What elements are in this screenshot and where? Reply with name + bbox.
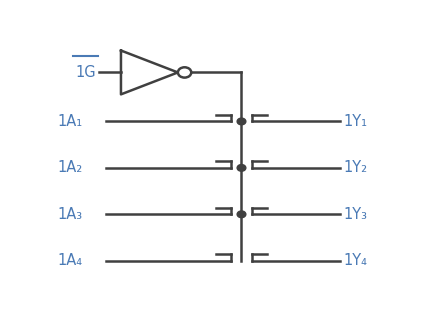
Text: 1A₂: 1A₂	[57, 160, 83, 176]
Text: 1Y₁: 1Y₁	[343, 114, 368, 129]
Text: 1Y₂: 1Y₂	[343, 160, 368, 176]
Circle shape	[237, 164, 246, 171]
Text: 1G: 1G	[76, 65, 96, 80]
Circle shape	[237, 211, 246, 218]
Text: 1Y₄: 1Y₄	[343, 253, 368, 268]
Text: 1A₁: 1A₁	[57, 114, 83, 129]
Text: 1A₄: 1A₄	[57, 253, 83, 268]
Circle shape	[178, 67, 191, 78]
Circle shape	[237, 118, 246, 125]
Text: 1A₃: 1A₃	[57, 207, 83, 222]
Text: 1Y₃: 1Y₃	[343, 207, 368, 222]
